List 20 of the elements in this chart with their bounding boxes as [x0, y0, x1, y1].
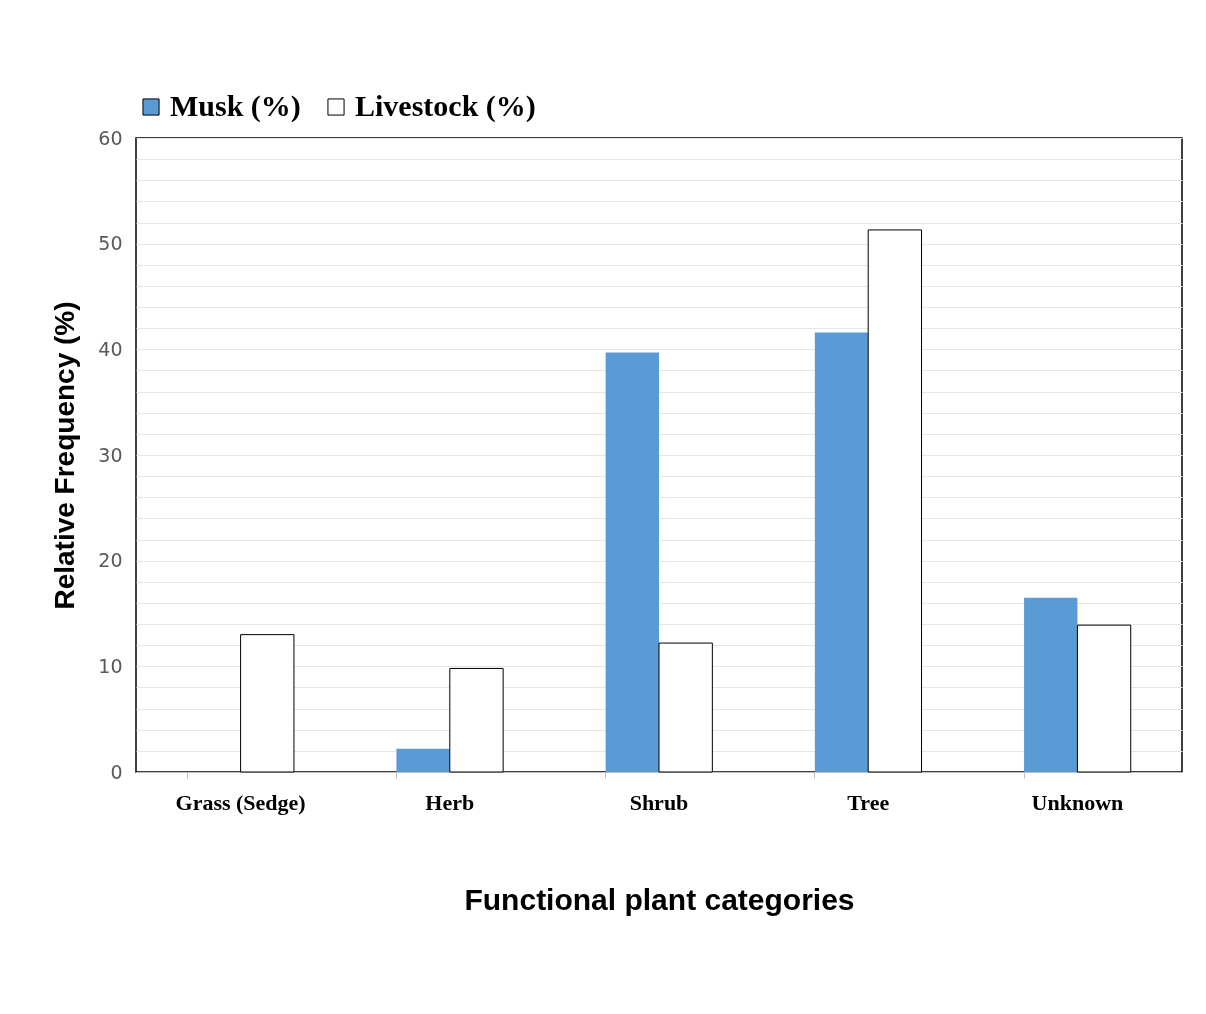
- bar: [605, 352, 659, 772]
- legend-label: Musk (%): [170, 89, 301, 123]
- legend-label: Livestock (%): [355, 89, 536, 123]
- y-tick-label: 60: [98, 126, 123, 149]
- x-tick-label: Grass (Sedge): [175, 789, 306, 815]
- y-tick-label: 0: [110, 760, 123, 783]
- x-tick-label: Shrub: [629, 789, 689, 815]
- y-tick-label: 50: [98, 232, 123, 255]
- y-tick-label: 10: [98, 654, 123, 677]
- bar: [396, 748, 450, 772]
- bar: [814, 332, 869, 772]
- y-tick-label: 40: [98, 337, 123, 360]
- x-tick-label: Tree: [847, 789, 890, 815]
- x-tick-label: Unknown: [1031, 789, 1124, 815]
- y-tick-label: 30: [98, 443, 123, 466]
- x-tick-label: Herb: [425, 789, 475, 815]
- y-axis-title: Relative Frequency (%): [49, 301, 81, 610]
- x-axis-title: Functional plant categories: [464, 882, 855, 916]
- y-tick-label: 20: [98, 549, 123, 572]
- bar: [1024, 597, 1078, 772]
